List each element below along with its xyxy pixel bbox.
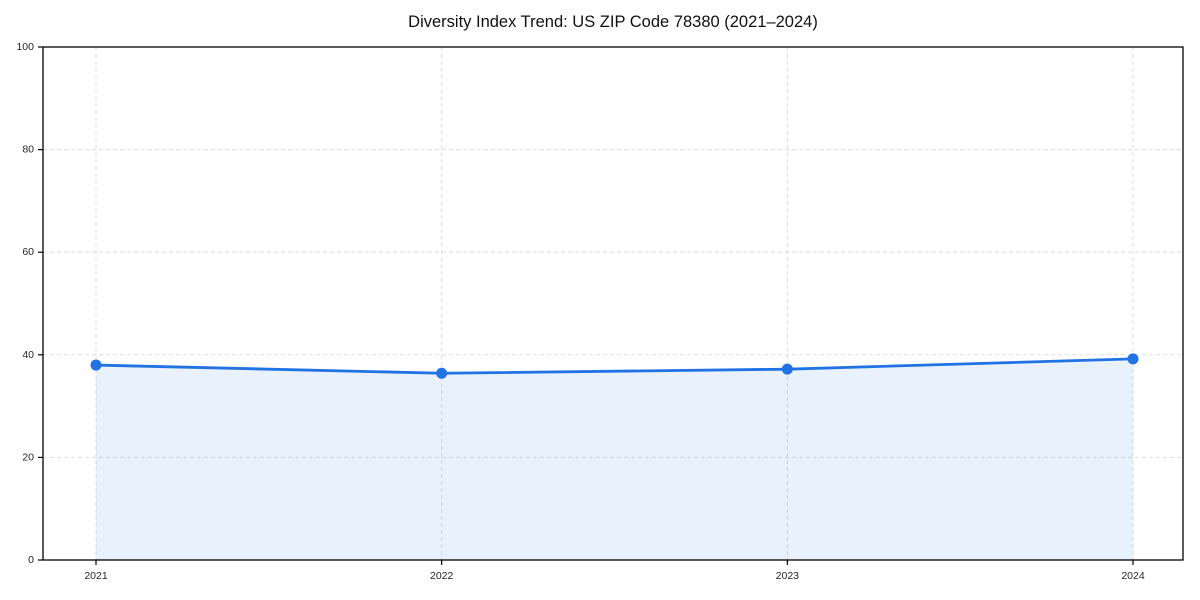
data-point bbox=[781, 363, 793, 375]
y-tick-label: 20 bbox=[22, 451, 34, 463]
data-point bbox=[1127, 353, 1139, 365]
y-tick-label: 80 bbox=[22, 144, 34, 156]
data-point bbox=[90, 359, 102, 371]
chart-title: Diversity Index Trend: US ZIP Code 78380… bbox=[408, 13, 818, 31]
x-tick-label: 2024 bbox=[1121, 570, 1145, 582]
y-tick-label: 40 bbox=[22, 349, 34, 361]
y-tick-label: 100 bbox=[16, 41, 34, 53]
plot-border bbox=[42, 46, 1184, 561]
x-tick-label: 2021 bbox=[84, 570, 108, 582]
data-point bbox=[436, 367, 448, 379]
trend-line bbox=[94, 357, 1135, 375]
x-tick-label: 2022 bbox=[430, 570, 454, 582]
x-tick-label: 2023 bbox=[776, 570, 800, 582]
area-fill bbox=[96, 358, 1133, 560]
y-tick-label: 0 bbox=[28, 554, 34, 566]
y-tick-label: 60 bbox=[22, 246, 34, 258]
